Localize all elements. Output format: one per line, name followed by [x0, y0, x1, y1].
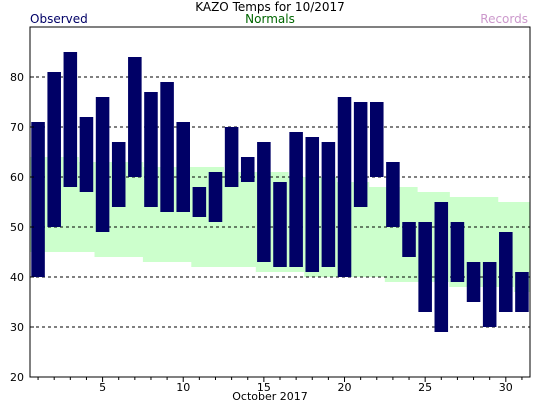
observed-bar-day-13	[224, 127, 239, 187]
legend-records: Records	[480, 12, 528, 26]
observed-bar-day-1	[31, 122, 45, 277]
observed-bar-day-21	[353, 102, 368, 207]
observed-bar-day-17	[289, 132, 303, 267]
observed-bar-day-16	[273, 182, 287, 267]
normals-bar-day-14	[239, 172, 257, 267]
normals-bar-day-31	[513, 202, 531, 292]
x-axis-label: October 2017	[232, 390, 308, 403]
y-tick-label: 30	[10, 321, 24, 334]
y-tick-label: 20	[10, 371, 24, 384]
observed-bar-day-30	[499, 232, 513, 312]
legend-normals: Normals	[245, 12, 295, 26]
x-tick-label: 20	[338, 381, 352, 394]
observed-bars	[31, 52, 529, 332]
observed-bar-day-18	[305, 137, 320, 272]
observed-bar-day-27	[450, 222, 465, 282]
x-tick-label: 15	[257, 381, 271, 394]
x-tick-label: 30	[499, 381, 513, 394]
observed-bar-day-25	[418, 222, 432, 312]
y-tick-label: 50	[10, 221, 24, 234]
observed-bar-day-23	[386, 162, 400, 227]
observed-bar-day-28	[466, 262, 481, 302]
x-axis: 5 10 15 20 25 30	[37, 377, 523, 394]
observed-bar-day-26	[434, 202, 449, 332]
y-axis: 20 30 40 50 60 70 80	[10, 71, 34, 384]
y-tick-label: 40	[10, 271, 24, 284]
x-tick-label: 25	[418, 381, 432, 394]
observed-bar-day-29	[482, 262, 497, 327]
x-tick-label: 10	[176, 381, 190, 394]
observed-bar-day-5	[95, 97, 110, 232]
normals-bar-day-22	[368, 187, 386, 277]
x-tick-label: 5	[99, 381, 106, 394]
legend-observed: Observed	[30, 12, 88, 26]
observed-bar-day-15	[257, 142, 271, 262]
observed-bar-day-31	[515, 272, 529, 312]
observed-bar-day-8	[144, 92, 158, 207]
observed-bar-day-19	[321, 142, 336, 267]
observed-bar-day-24	[402, 222, 416, 257]
observed-bar-day-6	[111, 142, 126, 207]
y-tick-label: 70	[10, 121, 24, 134]
observed-bar-day-4	[79, 117, 94, 192]
chart-title: KAZO Temps for 10/2017	[195, 0, 345, 14]
observed-bar-day-22	[370, 102, 384, 177]
y-tick-label: 80	[10, 71, 24, 84]
observed-bar-day-10	[176, 122, 190, 212]
observed-bar-day-2	[47, 72, 61, 227]
observed-bar-day-3	[63, 52, 78, 187]
observed-bar-day-9	[160, 82, 174, 212]
observed-bar-day-12	[208, 172, 223, 222]
normals-bar-day-7	[126, 162, 144, 257]
observed-bar-day-7	[128, 57, 142, 177]
y-tick-label: 60	[10, 171, 24, 184]
normals-bar-day-13	[223, 172, 241, 267]
observed-bar-day-14	[240, 157, 255, 182]
observed-bar-day-20	[337, 97, 352, 277]
observed-bar-day-11	[192, 187, 207, 217]
